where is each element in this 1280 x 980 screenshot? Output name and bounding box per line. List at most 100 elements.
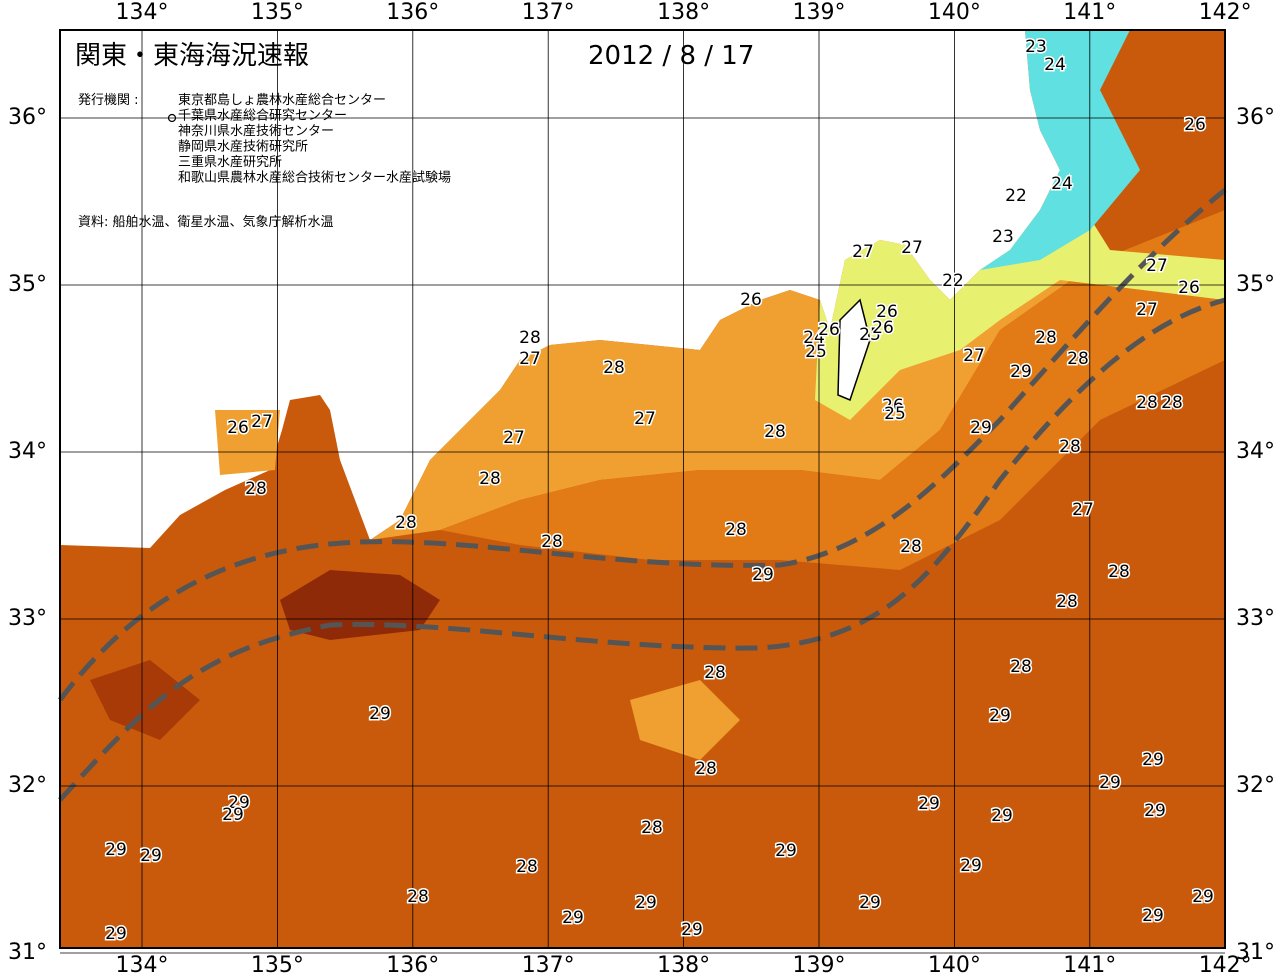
isotherm-label: 27	[963, 346, 985, 366]
lat-label: 33°	[8, 606, 47, 631]
isotherm-label: 27	[1136, 300, 1158, 320]
isotherm-label: 26	[740, 290, 762, 310]
isotherm-label: 24	[1051, 174, 1073, 194]
ocean-light-patch	[630, 680, 740, 760]
isotherm-label: 27	[1072, 500, 1094, 520]
ocean-light-patch	[215, 410, 280, 475]
isotherm-label: 23	[1025, 37, 1047, 57]
isotherm-label: 28	[1010, 657, 1032, 677]
isotherm-label: 29	[752, 565, 774, 585]
isotherm-label: 22	[1005, 186, 1027, 206]
kuroshio-line	[58, 188, 1227, 702]
isotherm-label: 29	[1142, 750, 1164, 770]
isotherm-label: 24	[1044, 55, 1066, 75]
lon-label: 141°	[1063, 953, 1116, 978]
isotherm-label: 26	[1184, 115, 1206, 135]
isotherm-label: 28	[516, 857, 538, 877]
isotherm-label: 29	[960, 856, 982, 876]
isotherm-label: 27	[634, 409, 656, 429]
agency: 静岡県水産技術研究所	[178, 139, 308, 155]
isotherm-label: 28	[1059, 437, 1081, 457]
agency: 三重県水産研究所	[178, 154, 282, 170]
isotherm-label: 28	[725, 520, 747, 540]
lon-label: 141°	[1063, 0, 1116, 25]
isotherm-label: 29	[1142, 906, 1164, 926]
isotherm-label: 27	[1146, 256, 1168, 276]
lon-label: 138°	[657, 0, 710, 25]
agency: 千葉県水産総合研究センター	[178, 108, 347, 124]
isotherm-label: 28	[695, 759, 717, 779]
lon-label: 135°	[251, 953, 304, 978]
isotherm-label: 28	[1161, 393, 1183, 413]
isotherm-label: 29	[635, 893, 657, 913]
isotherm-label: 26	[818, 320, 840, 340]
isotherm-label: 28	[900, 537, 922, 557]
isotherm-label: 29	[1099, 773, 1121, 793]
lat-label: 35°	[1236, 272, 1275, 297]
isotherm-label: 27	[519, 349, 541, 369]
izu-peninsula	[837, 298, 871, 402]
isotherm-label: 29	[228, 793, 250, 813]
lon-label: 142°	[1199, 953, 1252, 978]
lon-label: 139°	[793, 953, 846, 978]
isotherm-label: 28	[704, 663, 726, 683]
issuer-label: 発行機関 :	[78, 93, 139, 108]
kuroshio-axis	[58, 188, 1227, 802]
isotherm-label: 29	[1192, 887, 1214, 907]
lat-label: 32°	[1236, 773, 1275, 798]
isotherm-label: 29	[989, 706, 1011, 726]
isotherm-label: 28	[641, 818, 663, 838]
isotherm-label: 28	[395, 513, 417, 533]
isotherm-label: 26	[876, 302, 898, 322]
lon-label: 134°	[116, 0, 169, 25]
isotherm-label: 26	[1178, 278, 1200, 298]
lon-label: 140°	[928, 953, 981, 978]
lon-label: 140°	[928, 0, 981, 25]
isotherm-label: 29	[681, 920, 703, 940]
isotherm-label: 29	[105, 840, 127, 860]
ocean-cool-zone	[815, 170, 1225, 420]
isotherm-label: 26	[227, 418, 249, 438]
isotherm-label: 28	[245, 479, 267, 499]
lon-label: 138°	[657, 953, 710, 978]
isotherm-label: 27	[251, 412, 273, 432]
title: 関東・東海海況速報	[75, 41, 309, 71]
lon-label: 136°	[386, 0, 439, 25]
lat-label: 34°	[8, 439, 47, 464]
isotherm-label: 26	[882, 396, 904, 416]
isotherm-label: 28	[479, 469, 501, 489]
isotherm-label: 29	[970, 418, 992, 438]
lon-label: 134°	[116, 953, 169, 978]
lon-label: 137°	[522, 0, 575, 25]
lon-label: 139°	[793, 0, 846, 25]
marker	[167, 113, 177, 123]
ocean-hot-patch	[280, 570, 440, 640]
isotherm-label: 28	[1067, 349, 1089, 369]
isotherm-label: 28	[1035, 328, 1057, 348]
ocean-hot-patch	[90, 660, 200, 740]
isotherm-label: 28	[1108, 562, 1130, 582]
isotherm-label: 29	[918, 794, 940, 814]
ocean-mid-band	[440, 210, 1225, 570]
isotherm-label: 23	[992, 227, 1014, 247]
kuroshio-line	[58, 297, 1226, 802]
isotherm-label: 29	[562, 908, 584, 928]
isotherm-label: 26	[872, 318, 894, 338]
isotherm-label: 28	[1136, 393, 1158, 413]
lat-label: 31°	[1236, 940, 1275, 965]
agency: 東京都島しょ農林水産総合センター	[178, 92, 386, 108]
lat-label: 31°	[8, 940, 47, 965]
isotherm-label: 29	[105, 924, 127, 944]
isotherm-label: 27	[503, 428, 525, 448]
isotherm-label: 28	[541, 532, 563, 552]
isotherm-label: 22	[942, 271, 964, 291]
isotherm-label: 29	[1010, 362, 1032, 382]
lat-label: 33°	[1236, 606, 1275, 631]
agency: 神奈川県水産技術センター	[178, 123, 334, 139]
isotherm-label: 29	[775, 841, 797, 861]
isotherm-label: 28	[603, 358, 625, 378]
lat-label: 34°	[1236, 439, 1275, 464]
source: 資料: 船舶水温、衛星水温、気象庁解析水温	[78, 214, 334, 230]
isotherm-label: 28	[407, 887, 429, 907]
